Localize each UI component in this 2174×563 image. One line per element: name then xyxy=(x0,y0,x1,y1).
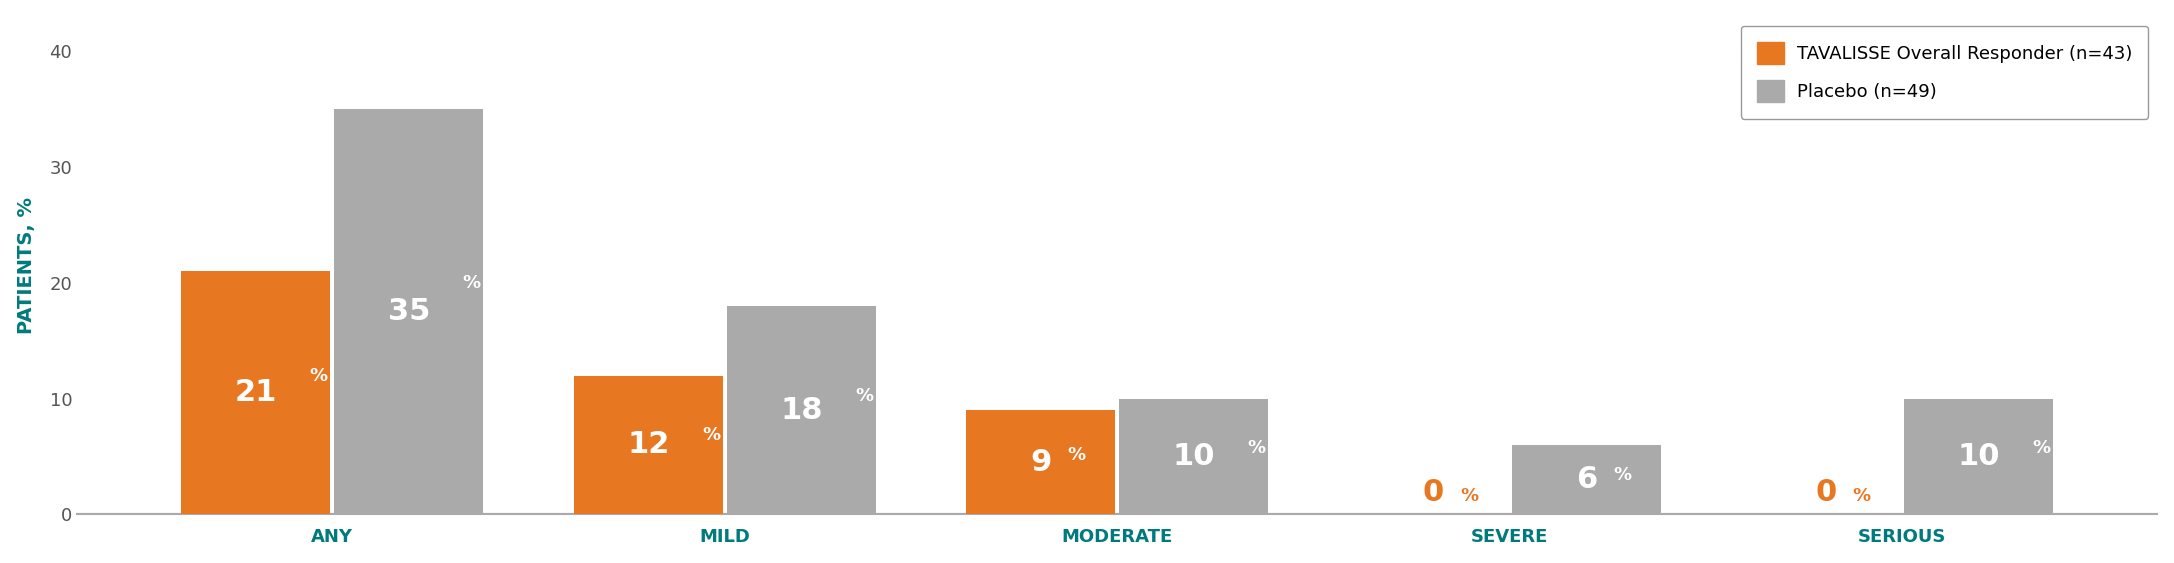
Bar xyxy=(1904,399,2052,515)
Bar xyxy=(1120,399,1267,515)
Text: 10: 10 xyxy=(1957,442,2000,471)
Bar xyxy=(1511,445,1661,515)
Text: 21: 21 xyxy=(235,378,276,408)
Text: 0: 0 xyxy=(1422,479,1444,507)
Text: %: % xyxy=(1248,440,1265,458)
Text: %: % xyxy=(2033,440,2050,458)
Bar xyxy=(180,271,330,515)
Text: 9: 9 xyxy=(1030,448,1052,477)
Text: 12: 12 xyxy=(626,431,670,459)
Legend: TAVALISSE Overall Responder (n=43), Placebo (n=49): TAVALISSE Overall Responder (n=43), Plac… xyxy=(1741,26,2148,118)
Text: 10: 10 xyxy=(1172,442,1215,471)
Text: 6: 6 xyxy=(1576,465,1598,494)
Bar xyxy=(574,376,722,515)
Text: %: % xyxy=(1613,466,1630,484)
Text: %: % xyxy=(702,426,720,444)
Text: %: % xyxy=(1067,446,1085,464)
Bar xyxy=(335,109,483,515)
Text: %: % xyxy=(854,387,874,405)
Text: %: % xyxy=(1852,487,1870,505)
Text: %: % xyxy=(1461,487,1478,505)
Text: %: % xyxy=(309,367,328,385)
Text: 35: 35 xyxy=(387,297,430,327)
Text: 0: 0 xyxy=(1815,479,1837,507)
Y-axis label: PATIENTS, %: PATIENTS, % xyxy=(17,197,35,334)
Bar xyxy=(726,306,876,515)
Bar xyxy=(965,410,1115,515)
Text: 18: 18 xyxy=(780,396,822,425)
Text: %: % xyxy=(463,275,480,293)
